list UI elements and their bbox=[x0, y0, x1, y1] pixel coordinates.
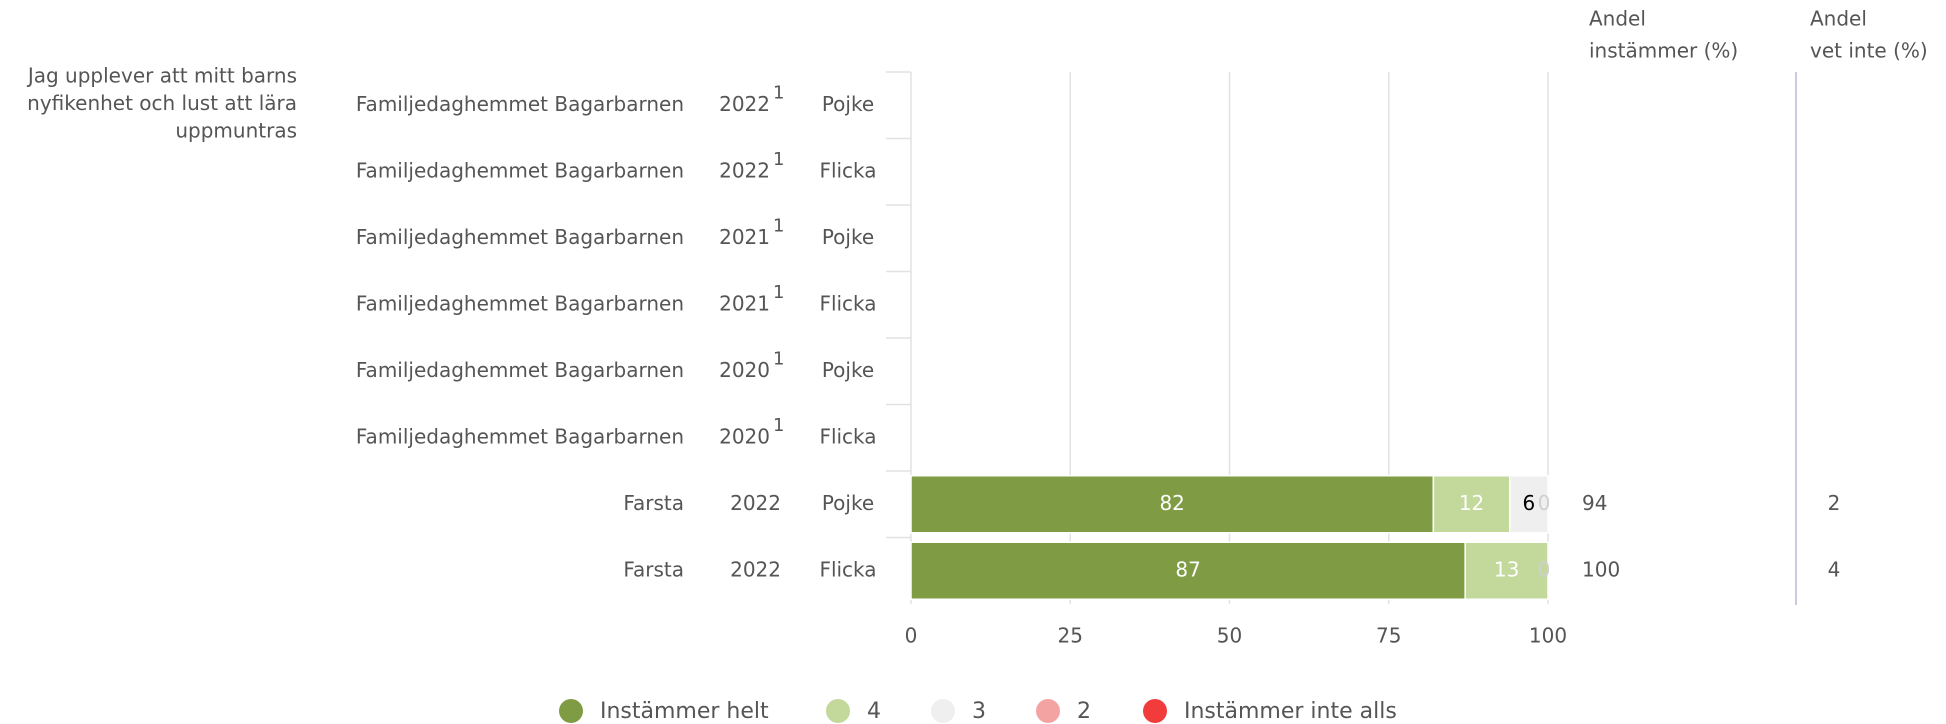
column-header: Andel bbox=[1589, 7, 1646, 31]
row-unit: Familjedaghemmet Bagarbarnen bbox=[356, 225, 684, 249]
row-footnote: 1 bbox=[773, 348, 784, 369]
row-unit: Familjedaghemmet Bagarbarnen bbox=[356, 158, 684, 182]
legend-label: 4 bbox=[867, 699, 881, 724]
bar-segment bbox=[1464, 541, 1549, 600]
row-group: Pojke bbox=[822, 225, 874, 249]
row-year: 2022 bbox=[730, 491, 781, 515]
row-footnote: 1 bbox=[773, 82, 784, 103]
bar-segment bbox=[1432, 475, 1511, 534]
column-header: Andel bbox=[1810, 7, 1867, 31]
row-year: 2022 bbox=[730, 557, 781, 581]
row-unit: Familjedaghemmet Bagarbarnen bbox=[356, 92, 684, 116]
row-year: 2020 bbox=[719, 424, 770, 448]
row-unit: Familjedaghemmet Bagarbarnen bbox=[356, 291, 684, 315]
legend-swatch bbox=[931, 699, 955, 723]
bar-segment bbox=[910, 475, 1435, 534]
row-footnote: 1 bbox=[773, 215, 784, 236]
row-unit: Farsta bbox=[623, 557, 684, 581]
row-group: Pojke bbox=[822, 358, 874, 382]
bar-value-label: 87 bbox=[1175, 557, 1200, 581]
legend-swatch bbox=[1143, 699, 1167, 723]
column-value: 100 bbox=[1582, 557, 1620, 581]
row-unit: Familjedaghemmet Bagarbarnen bbox=[356, 358, 684, 382]
x-tick-label: 50 bbox=[1217, 624, 1242, 648]
bar-value-label: 6 bbox=[1523, 491, 1536, 515]
row-unit: Farsta bbox=[623, 491, 684, 515]
row-group: Flicka bbox=[819, 557, 876, 581]
row-group: Flicka bbox=[819, 291, 876, 315]
row-year: 2021 bbox=[719, 291, 770, 315]
row-group: Flicka bbox=[819, 158, 876, 182]
bar-value-label: 0 bbox=[1538, 557, 1551, 581]
column-value: 2 bbox=[1828, 491, 1841, 515]
column-value: 4 bbox=[1828, 557, 1841, 581]
bar-value-label: 82 bbox=[1159, 491, 1184, 515]
row-footnote: 1 bbox=[773, 282, 784, 303]
legend-label: Instämmer helt bbox=[600, 699, 769, 724]
legend-label: 2 bbox=[1077, 699, 1091, 724]
x-tick-label: 25 bbox=[1058, 624, 1083, 648]
row-year: 2022 bbox=[719, 92, 770, 116]
row-footnote: 1 bbox=[773, 149, 784, 170]
row-group: Pojke bbox=[822, 491, 874, 515]
row-year: 2021 bbox=[719, 225, 770, 249]
question-text: uppmuntras bbox=[175, 119, 297, 143]
question-text: nyfikenhet och lust att lära bbox=[27, 91, 297, 115]
x-tick-label: 100 bbox=[1529, 624, 1567, 648]
legend-swatch bbox=[1036, 699, 1060, 723]
legend-swatch bbox=[826, 699, 850, 723]
bar-value-label: 0 bbox=[1538, 491, 1551, 515]
x-tick-label: 0 bbox=[905, 624, 918, 648]
column-header: instämmer (%) bbox=[1589, 39, 1738, 63]
row-group: Pojke bbox=[822, 92, 874, 116]
row-year: 2020 bbox=[719, 358, 770, 382]
legend-label: 3 bbox=[972, 699, 986, 724]
legend-label: Instämmer inte alls bbox=[1184, 699, 1397, 724]
question-text: Jag upplever att mitt barns bbox=[26, 64, 297, 88]
legend-swatch bbox=[559, 699, 583, 723]
column-header: vet inte (%) bbox=[1810, 39, 1928, 63]
row-unit: Familjedaghemmet Bagarbarnen bbox=[356, 424, 684, 448]
bar-value-label: 12 bbox=[1459, 491, 1484, 515]
column-value: 94 bbox=[1582, 491, 1607, 515]
row-year: 2022 bbox=[719, 158, 770, 182]
row-footnote: 1 bbox=[773, 415, 784, 436]
row-group: Flicka bbox=[819, 424, 876, 448]
bar-segment bbox=[1509, 475, 1549, 534]
x-tick-label: 75 bbox=[1376, 624, 1401, 648]
bar-value-label: 13 bbox=[1494, 557, 1519, 581]
